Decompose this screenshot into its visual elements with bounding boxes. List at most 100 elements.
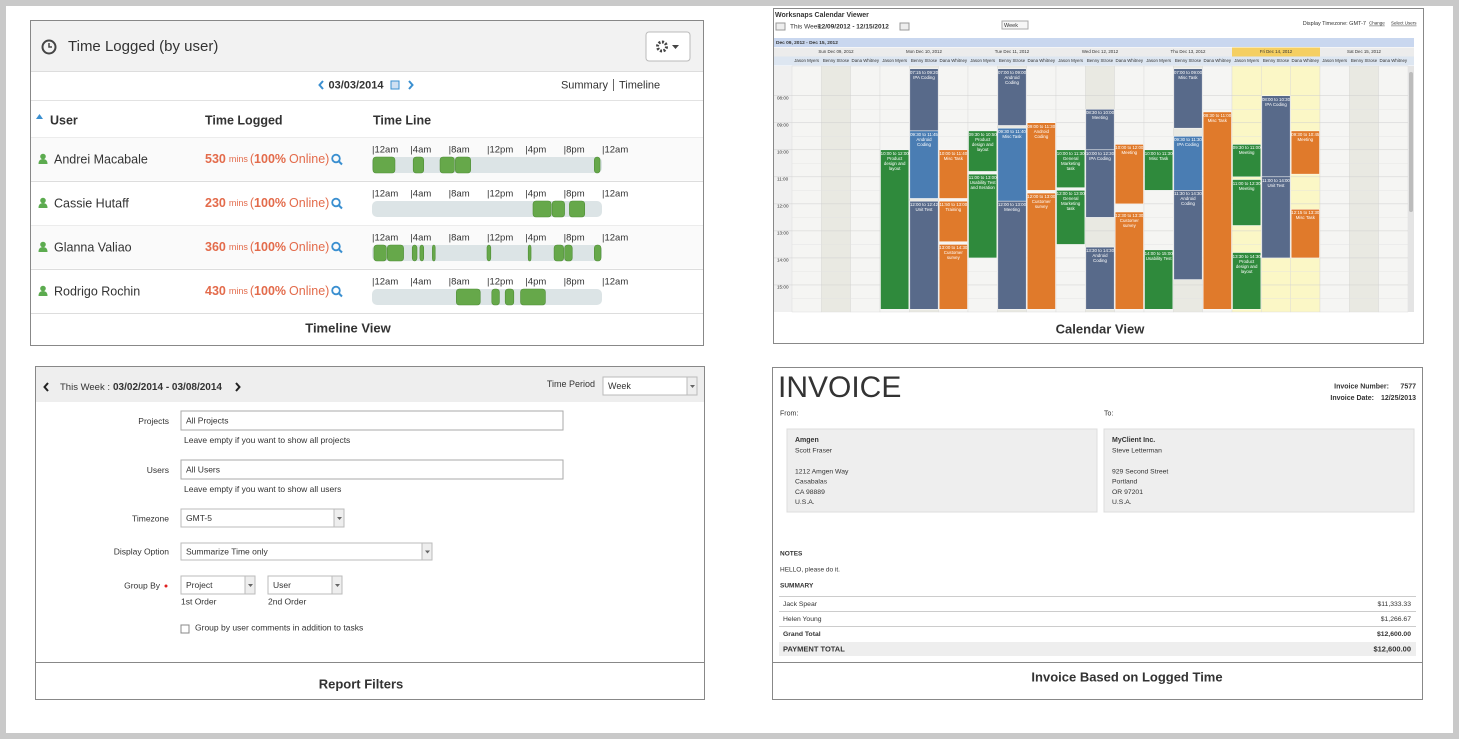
calendar-event[interactable] (1290, 209, 1320, 259)
details-icon[interactable] (331, 241, 341, 252)
calendar-event[interactable] (938, 200, 968, 242)
calendar-event[interactable] (1085, 149, 1115, 218)
calendar-event[interactable] (997, 68, 1027, 126)
hour-label: |12pm (487, 189, 513, 200)
calendar-event[interactable] (938, 149, 968, 199)
calendar-event[interactable] (1232, 252, 1262, 310)
next-button[interactable] (899, 22, 910, 31)
event-label: Android Coding (1033, 128, 1049, 139)
calendar-event[interactable] (1114, 144, 1144, 205)
event-label: IPA Coding (1089, 155, 1111, 161)
calendar-event[interactable] (909, 68, 939, 132)
hour-label: |4am (410, 145, 431, 156)
calendar-event[interactable] (968, 173, 998, 259)
calendar-event[interactable] (909, 200, 939, 310)
calendar-event[interactable] (997, 200, 1027, 310)
calendar-event[interactable] (1290, 130, 1320, 175)
event-label: Customer survey (943, 250, 963, 261)
calendar-event[interactable] (1026, 192, 1056, 310)
calendar-event[interactable] (1232, 179, 1262, 226)
user-column (821, 65, 851, 313)
calendar-event[interactable] (938, 244, 968, 310)
user-label: Benny Strose (1175, 58, 1202, 63)
event-label: Product design and layout (971, 136, 994, 152)
calendar-title: Worksnaps Calendar Viewer (775, 12, 869, 19)
calendar-event[interactable] (1202, 111, 1232, 310)
view-link[interactable]: Summary (561, 79, 609, 91)
activity-segment (419, 244, 425, 262)
hour-label: |12am (372, 233, 398, 244)
event-label: Meeting (1121, 150, 1138, 156)
calendar-icon (390, 80, 400, 90)
clock-hands (48, 43, 52, 48)
event-time: 14:00 to 15:00 (1144, 250, 1173, 256)
user-label: Benny Strose (1351, 58, 1378, 63)
notes: HELLO, please do it. (780, 567, 840, 574)
select-value: Summarize Time only (186, 546, 268, 556)
tz-link[interactable]: Change (1369, 21, 1385, 26)
paren: ( (250, 196, 255, 210)
calendar-event[interactable] (1114, 211, 1144, 310)
event-text-box: 10:00 to 12:00 Product design and layout (881, 151, 909, 309)
event-text-box: 11:00 to 14:00 Unit Test (1262, 178, 1290, 258)
next-arrow[interactable] (235, 382, 241, 392)
calendar-event[interactable] (1173, 190, 1203, 280)
calendar-event[interactable] (968, 130, 998, 172)
scroll-thumb (1409, 72, 1413, 212)
prev-arrow[interactable] (43, 382, 49, 392)
calendar-event[interactable] (909, 130, 939, 199)
next-arrow[interactable] (408, 80, 414, 90)
text-input[interactable] (180, 410, 564, 431)
calendar-event[interactable] (997, 127, 1027, 202)
event-label: Training (945, 207, 962, 213)
calendar-event[interactable] (1144, 149, 1174, 191)
event-text-box: 09:30 to 10:50 Product design and layout (969, 132, 997, 172)
activity-segment (372, 156, 396, 174)
calendar-event[interactable] (1026, 122, 1056, 191)
view-select[interactable] (1001, 20, 1029, 30)
text-input[interactable] (180, 459, 564, 480)
calendar-event[interactable] (1261, 176, 1291, 259)
details-icon[interactable] (331, 285, 341, 296)
user-label: Benny Strose (911, 58, 938, 63)
hour-label: |8pm (564, 233, 585, 244)
hour-label: |4pm (525, 189, 546, 200)
hour-label: 11:00 (777, 177, 789, 182)
user-label: Dana Whitney (1292, 58, 1320, 63)
invoice-title: INVOICE (778, 371, 901, 404)
user-icon-body (38, 291, 48, 296)
prev-button[interactable] (775, 22, 786, 31)
event-time: 12:00 to 13:00 (1056, 191, 1085, 197)
calendar-event[interactable] (880, 149, 910, 310)
minutes: 530 (205, 152, 226, 166)
user-column (791, 65, 822, 313)
calendar-event[interactable] (1232, 144, 1262, 178)
view-link[interactable]: Timeline (619, 79, 660, 91)
activity-segment (520, 288, 546, 306)
prev-arrow[interactable] (318, 80, 324, 90)
checkbox[interactable] (180, 624, 190, 634)
activity-segment (553, 244, 564, 262)
details-icon[interactable] (331, 153, 341, 164)
calendar-event[interactable] (1085, 109, 1115, 151)
calendar-event[interactable] (1173, 136, 1203, 191)
tz-link[interactable]: Select Users (1391, 21, 1417, 26)
field-label: Group By (124, 580, 161, 590)
details-icon[interactable] (331, 197, 341, 208)
day-label: Sat Dec 15, 2012 (1347, 49, 1381, 54)
time-logged: 360 mins (100% Online) (205, 240, 329, 254)
calendar-event[interactable] (1144, 249, 1174, 310)
calendar-event[interactable] (1085, 246, 1115, 310)
calendar-event[interactable] (1056, 149, 1086, 188)
event-text-box: 07:15 to 09:20 IPA Coding (910, 70, 938, 131)
event-label: General Marketing task (1061, 155, 1081, 171)
calendar-event[interactable] (1173, 68, 1203, 129)
event-text-box: 12:00 to 13:00 Meeting (998, 202, 1026, 309)
user-name: Glanna Valiao (54, 240, 132, 254)
unit: mins (229, 198, 249, 208)
event-text-box: 13:30 to 14:30 Android Coding (1086, 248, 1114, 309)
calendar-event[interactable] (1261, 95, 1291, 178)
calendar-event[interactable] (1056, 190, 1086, 245)
user-label: Jason Myers (1058, 58, 1084, 63)
